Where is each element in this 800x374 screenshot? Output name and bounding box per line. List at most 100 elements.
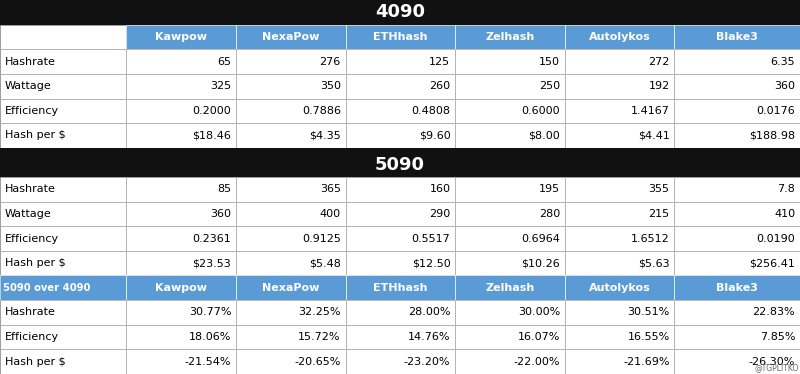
Bar: [455, 251, 565, 276]
Text: 0.6000: 0.6000: [522, 106, 560, 116]
Bar: [565, 202, 674, 226]
Bar: [346, 300, 455, 325]
Text: Zelhash: Zelhash: [486, 283, 534, 293]
Text: Wattage: Wattage: [5, 209, 51, 219]
Bar: [346, 74, 455, 98]
Text: Hash per $: Hash per $: [5, 357, 66, 367]
Bar: [565, 123, 674, 148]
Text: 7.8: 7.8: [778, 184, 795, 194]
Text: NexaPow: NexaPow: [262, 283, 319, 293]
Bar: [236, 123, 346, 148]
Bar: [565, 300, 674, 325]
Text: 0.2361: 0.2361: [193, 233, 231, 243]
Text: $256.41: $256.41: [750, 258, 795, 268]
Bar: [0, 177, 126, 202]
Bar: [236, 325, 346, 349]
Bar: [236, 49, 346, 74]
Bar: [455, 300, 565, 325]
Bar: [126, 325, 236, 349]
Bar: [346, 25, 455, 49]
Text: 410: 410: [774, 209, 795, 219]
Bar: [565, 251, 674, 276]
Text: Zelhash: Zelhash: [486, 32, 534, 42]
Bar: [126, 49, 236, 74]
Text: 0.2000: 0.2000: [193, 106, 231, 116]
Text: ETHhash: ETHhash: [373, 32, 428, 42]
Text: $5.63: $5.63: [638, 258, 670, 268]
Bar: [126, 25, 236, 49]
Bar: [565, 177, 674, 202]
Bar: [236, 349, 346, 374]
Bar: [236, 300, 346, 325]
Text: $8.00: $8.00: [528, 131, 560, 141]
Bar: [565, 25, 674, 49]
Bar: [126, 276, 236, 300]
Bar: [0, 49, 126, 74]
Bar: [236, 98, 346, 123]
Bar: [126, 300, 236, 325]
Bar: [126, 123, 236, 148]
Bar: [346, 226, 455, 251]
Bar: [236, 25, 346, 49]
Text: Hashrate: Hashrate: [5, 56, 56, 67]
Text: Efficiency: Efficiency: [5, 332, 59, 342]
Text: 4090: 4090: [375, 3, 425, 21]
Bar: [346, 349, 455, 374]
Text: 85: 85: [217, 184, 231, 194]
Text: Hashrate: Hashrate: [5, 307, 56, 318]
Text: 22.83%: 22.83%: [753, 307, 795, 318]
Bar: [565, 349, 674, 374]
Text: 32.25%: 32.25%: [298, 307, 341, 318]
Bar: [236, 251, 346, 276]
Text: ETHhash: ETHhash: [373, 283, 428, 293]
Text: -26.30%: -26.30%: [749, 357, 795, 367]
Text: 260: 260: [430, 81, 450, 91]
Bar: [674, 251, 800, 276]
Bar: [0, 74, 126, 98]
Bar: [0, 251, 126, 276]
Text: -21.54%: -21.54%: [185, 357, 231, 367]
Bar: [565, 325, 674, 349]
Text: 28.00%: 28.00%: [408, 307, 450, 318]
Bar: [455, 123, 565, 148]
Bar: [674, 325, 800, 349]
Text: 6.35: 6.35: [770, 56, 795, 67]
Text: Hash per $: Hash per $: [5, 131, 66, 141]
Bar: [0, 226, 126, 251]
Bar: [674, 177, 800, 202]
Text: 150: 150: [539, 56, 560, 67]
Text: Wattage: Wattage: [5, 81, 51, 91]
Bar: [674, 74, 800, 98]
Text: Kawpow: Kawpow: [155, 283, 207, 293]
Text: 30.77%: 30.77%: [189, 307, 231, 318]
Text: 250: 250: [539, 81, 560, 91]
Bar: [346, 251, 455, 276]
Bar: [455, 25, 565, 49]
Text: 0.0176: 0.0176: [757, 106, 795, 116]
Bar: [346, 325, 455, 349]
Bar: [455, 49, 565, 74]
Text: 280: 280: [538, 209, 560, 219]
Text: Autolykos: Autolykos: [589, 283, 650, 293]
Text: $23.53: $23.53: [193, 258, 231, 268]
Bar: [674, 300, 800, 325]
Bar: [346, 202, 455, 226]
Bar: [126, 226, 236, 251]
Text: $4.41: $4.41: [638, 131, 670, 141]
Bar: [346, 49, 455, 74]
Bar: [0, 123, 126, 148]
Bar: [674, 98, 800, 123]
Bar: [565, 226, 674, 251]
Text: $18.46: $18.46: [192, 131, 231, 141]
Bar: [674, 349, 800, 374]
Bar: [0, 349, 126, 374]
Text: 1.6512: 1.6512: [631, 233, 670, 243]
Text: 290: 290: [429, 209, 450, 219]
Text: -22.00%: -22.00%: [514, 357, 560, 367]
Bar: [236, 202, 346, 226]
Text: 0.5517: 0.5517: [412, 233, 450, 243]
Bar: [674, 25, 800, 49]
Bar: [455, 226, 565, 251]
Bar: [674, 276, 800, 300]
Text: 65: 65: [218, 56, 231, 67]
